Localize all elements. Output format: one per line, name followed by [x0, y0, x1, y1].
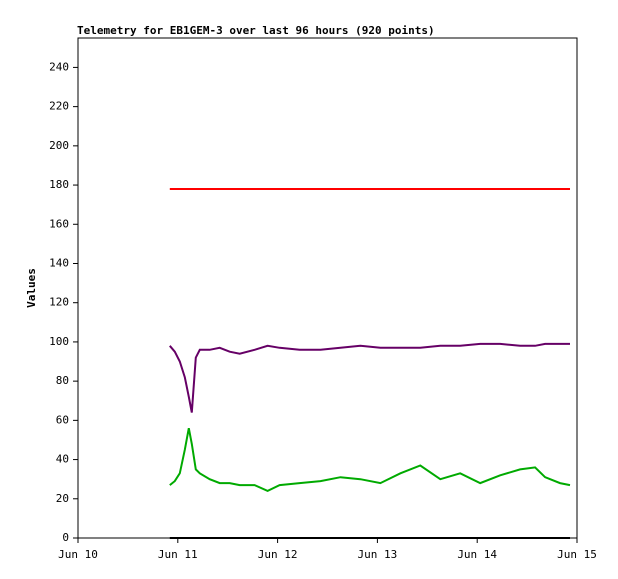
- x-tick-label: Jun 10: [58, 548, 98, 561]
- x-tick-label: Jun 12: [258, 548, 298, 561]
- x-tick-label: Jun 14: [457, 548, 497, 561]
- series-line: [169, 342, 570, 413]
- plot-frame: [77, 37, 578, 539]
- y-tick-label: 160: [49, 217, 69, 230]
- x-tick-label: Jun 13: [358, 548, 398, 561]
- y-tick-label: 120: [49, 296, 69, 309]
- y-tick-label: 180: [49, 178, 69, 191]
- chart-title: Telemetry for EB1GEM-3 over last 96 hour…: [77, 24, 435, 37]
- y-tick-label: 200: [49, 139, 69, 152]
- y-tick-label: 60: [56, 413, 69, 426]
- y-tick-label: 20: [56, 492, 69, 505]
- y-tick-label: 220: [49, 100, 69, 113]
- series-line: [169, 428, 571, 493]
- y-tick-label: 0: [62, 531, 69, 544]
- x-tick-label: Jun 11: [158, 548, 198, 561]
- y-tick-label: 100: [49, 335, 69, 348]
- y-tick-label: 40: [56, 453, 69, 466]
- y-tick-label: 140: [49, 256, 69, 269]
- x-tick-label: Jun 15: [557, 548, 597, 561]
- y-tick-label: 240: [49, 60, 69, 73]
- y-tick-label: 80: [56, 374, 69, 387]
- y-axis-label: Values: [25, 268, 38, 308]
